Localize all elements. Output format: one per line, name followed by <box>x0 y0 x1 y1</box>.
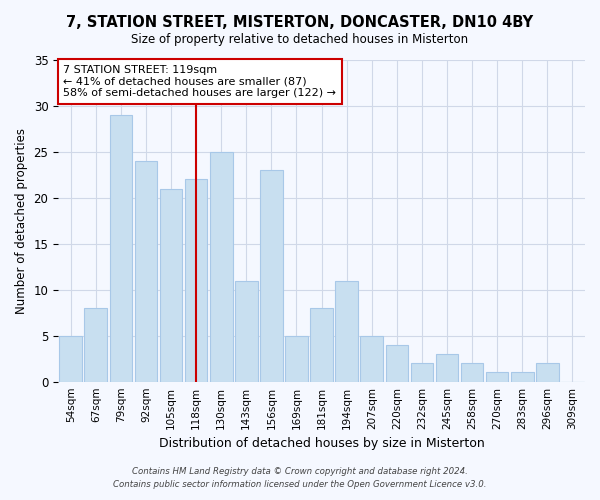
Text: 7, STATION STREET, MISTERTON, DONCASTER, DN10 4BY: 7, STATION STREET, MISTERTON, DONCASTER,… <box>67 15 533 30</box>
Bar <box>386 345 408 382</box>
Bar <box>436 354 458 382</box>
Bar <box>335 280 358 382</box>
Bar <box>134 161 157 382</box>
Y-axis label: Number of detached properties: Number of detached properties <box>15 128 28 314</box>
Bar <box>85 308 107 382</box>
Bar <box>410 364 433 382</box>
Text: Contains HM Land Registry data © Crown copyright and database right 2024.
Contai: Contains HM Land Registry data © Crown c… <box>113 467 487 489</box>
Text: 7 STATION STREET: 119sqm
← 41% of detached houses are smaller (87)
58% of semi-d: 7 STATION STREET: 119sqm ← 41% of detach… <box>64 65 337 98</box>
Bar <box>110 115 132 382</box>
Bar <box>486 372 508 382</box>
Bar <box>235 280 257 382</box>
Bar <box>160 188 182 382</box>
Bar <box>536 364 559 382</box>
Bar <box>511 372 533 382</box>
Bar <box>361 336 383 382</box>
Bar <box>310 308 333 382</box>
Bar <box>260 170 283 382</box>
Bar <box>210 152 233 382</box>
Bar <box>461 364 484 382</box>
Bar <box>59 336 82 382</box>
Bar <box>185 180 208 382</box>
X-axis label: Distribution of detached houses by size in Misterton: Distribution of detached houses by size … <box>159 437 484 450</box>
Bar <box>285 336 308 382</box>
Text: Size of property relative to detached houses in Misterton: Size of property relative to detached ho… <box>131 32 469 46</box>
